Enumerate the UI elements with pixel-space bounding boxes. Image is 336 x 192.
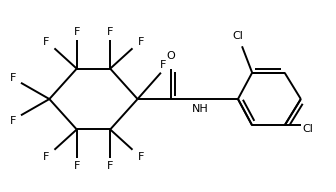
Text: Cl: Cl — [302, 124, 313, 134]
Text: F: F — [107, 161, 113, 171]
Text: NH: NH — [192, 104, 209, 114]
Text: F: F — [43, 152, 49, 162]
Text: F: F — [74, 27, 80, 37]
Text: F: F — [43, 37, 49, 47]
Text: Cl: Cl — [233, 31, 243, 41]
Text: F: F — [74, 161, 80, 171]
Text: O: O — [167, 51, 175, 61]
Text: F: F — [107, 27, 113, 37]
Text: F: F — [137, 37, 144, 47]
Text: F: F — [10, 73, 16, 83]
Text: F: F — [137, 152, 144, 162]
Text: F: F — [10, 116, 16, 126]
Text: F: F — [160, 60, 166, 70]
